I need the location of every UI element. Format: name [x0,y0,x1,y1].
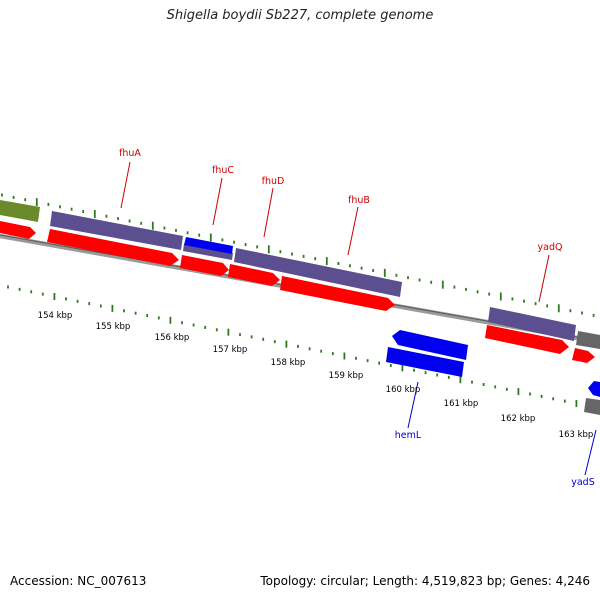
tick-label-155: 155 kbp [96,322,131,332]
gene-label-hemL: hemL [395,430,422,441]
cds-bar-fhuD-fhuB [234,248,402,297]
forward-gene-labels: fhuA fhuC fhuD fhuB yadQ [119,148,562,253]
gene-arrow-yadS [588,381,600,397]
map-title: Shigella boydii Sb227, complete genome [166,8,434,23]
reverse-gene-labels: hemL yadS [395,430,595,488]
gene-label-fhuC: fhuC [212,165,234,176]
gene-label-fhuA: fhuA [119,148,141,159]
gene-label-fhuB: fhuB [348,195,370,206]
tick-label-162: 162 kbp [501,414,536,424]
ruler-tick-labels: 154 kbp 155 kbp 156 kbp 157 kbp 158 kbp … [38,311,594,440]
inner-tick-ring [7,285,600,410]
gene-label-yadQ: yadQ [538,242,563,253]
reverse-gene-small [184,237,233,254]
tick-label-161: 161 kbp [444,399,479,409]
gene-arrow-yadQ [485,325,569,354]
gene-label-yadS: yadS [571,477,595,488]
label-leader-lines [120,161,597,476]
gene-arrow-fhuD [228,264,280,286]
tick-label-159: 159 kbp [329,371,364,381]
tick-label-163: 163 kbp [559,430,594,440]
accession-text: Accession: NC_007613 [10,574,147,588]
gene-arrow-fhuA [47,229,179,266]
gene-arrow-left [0,221,36,239]
tick-label-156: 156 kbp [155,333,190,343]
gene-label-fhuD: fhuD [262,176,285,187]
gene-arrow-right [572,348,595,363]
forward-gene-arrows [0,221,595,363]
tick-label-160: 160 kbp [386,385,421,395]
gene-arrow-hemL-lower [386,347,464,377]
cds-bar-yadQ [488,307,576,341]
cds-bar-grey-right [576,331,600,349]
tick-label-154: 154 kbp [38,311,73,321]
topology-summary-text: Topology: circular; Length: 4,519,823 bp… [260,574,590,588]
gene-arrow-fhuB [280,276,395,311]
outer-tick-ring [1,193,595,317]
gene-arrow-fhuC [180,255,229,276]
gene-arrow-hemL-upper [392,330,468,360]
cds-bar-fhuA [50,211,183,250]
feature-olive-left [0,200,40,222]
tick-label-157: 157 kbp [213,345,248,355]
feature-grey-yadS [584,398,600,415]
forward-cds-bars [50,211,600,349]
reverse-gene-arrows [386,330,600,415]
cds-bar-fhuC [183,244,233,260]
tick-label-158: 158 kbp [271,358,306,368]
